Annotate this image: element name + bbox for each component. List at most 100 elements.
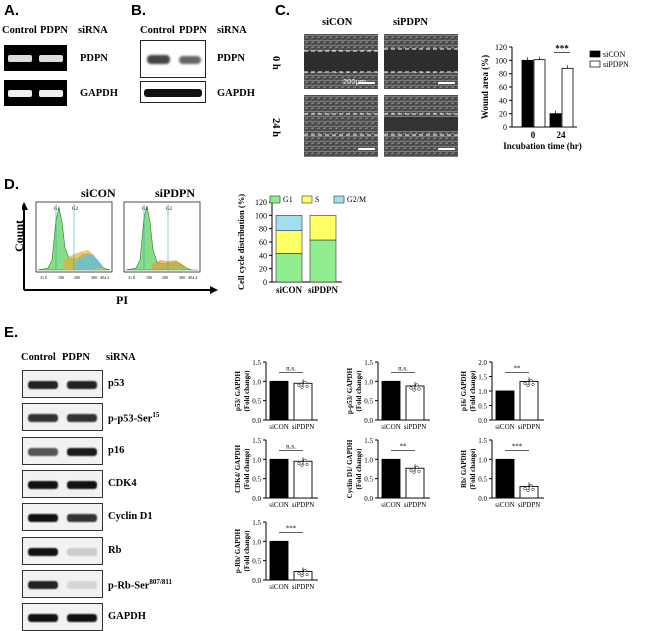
e-data-point bbox=[526, 488, 530, 492]
e-ylabel: p-Rb/ GAPDH bbox=[234, 528, 242, 573]
cc-y-tick-label: 0 bbox=[263, 278, 267, 287]
blot-label: p-p53-Ser15 bbox=[108, 411, 160, 425]
e-sig-label: ** bbox=[514, 364, 522, 372]
blot-band bbox=[67, 414, 97, 423]
e-data-point bbox=[300, 573, 304, 578]
panel-b-blot-gapdh bbox=[140, 81, 206, 103]
cc-legend-label-G2/M: G2/M bbox=[347, 195, 366, 204]
e-sig-label: n.s. bbox=[398, 364, 408, 372]
wound-ylabel: Wound area (%) bbox=[480, 55, 490, 119]
cc-bar-S-siPDPN bbox=[309, 215, 337, 241]
e-ylabel-2: (Fold change) bbox=[469, 370, 477, 412]
histogram-title-sicon: siCON bbox=[81, 186, 116, 200]
cc-x-tick-label: siCON bbox=[276, 285, 303, 295]
e-data-point bbox=[529, 483, 533, 487]
cc-y-tick-label: 40 bbox=[259, 251, 267, 260]
fold-change-chart-4: 0.0 0.5 1.0 1.5 siCON siPDPN ** Cyclin D1/ GAPD… bbox=[346, 437, 430, 509]
e-data-point bbox=[415, 383, 419, 387]
cc-y-tick-label: 120 bbox=[255, 198, 267, 207]
panel-e-sirna: siRNA bbox=[106, 352, 136, 363]
svg-text:100: 100 bbox=[58, 275, 64, 280]
cc-y-tick-label: 20 bbox=[259, 265, 267, 274]
wound-legend-label-siCON: siCON bbox=[603, 50, 625, 59]
e-y-tick-label: 1.0 bbox=[364, 378, 373, 386]
e-x-tick-label: siPDPN bbox=[292, 501, 315, 509]
scale-bar-label: 200μm bbox=[343, 77, 367, 86]
e-y-tick-label: 0.0 bbox=[252, 417, 261, 425]
e-data-point bbox=[412, 470, 416, 474]
e-y-tick-label: 0.0 bbox=[478, 417, 487, 425]
e-y-tick-label: 0.5 bbox=[252, 558, 261, 566]
wound-image-sipdpn-0h bbox=[384, 34, 458, 89]
e-data-point bbox=[303, 458, 307, 462]
e-ylabel-2: (Fold change) bbox=[243, 530, 251, 572]
e-bar-siPDPN bbox=[519, 380, 539, 421]
cc-y-tick-label: 60 bbox=[259, 238, 267, 247]
panel-a-sirna: siRNA bbox=[78, 25, 108, 36]
western-blot-cdk4 bbox=[22, 469, 103, 498]
e-data-point bbox=[300, 463, 304, 467]
panel-c-label: C. bbox=[275, 2, 290, 19]
e-x-tick-label: siCON bbox=[269, 501, 288, 509]
e-y-tick-label: 1.5 bbox=[364, 359, 373, 367]
e-ylabel-2: (Fold change) bbox=[355, 370, 363, 412]
blot-band bbox=[67, 480, 97, 489]
panel-e-lane-control: Control bbox=[21, 352, 56, 363]
e-y-tick-label: 0.5 bbox=[364, 476, 373, 484]
e-y-tick-label: 1.0 bbox=[252, 538, 261, 546]
peak-label-g2-sipdpn: G2 bbox=[166, 207, 173, 212]
e-y-tick-label: 1.5 bbox=[252, 359, 261, 367]
e-data-point bbox=[297, 383, 301, 387]
e-bar-siCON bbox=[495, 390, 515, 421]
cc-bar-S-siCON bbox=[275, 230, 303, 254]
e-y-tick-label: 1.5 bbox=[478, 437, 487, 445]
e-data-point bbox=[409, 468, 413, 472]
e-x-tick-label: siCON bbox=[269, 583, 288, 591]
panel-e-label: E. bbox=[4, 324, 19, 341]
e-data-point bbox=[531, 487, 535, 491]
histogram-sicon: G1 G2 31.0 100 200 300 404.3 bbox=[35, 201, 113, 280]
e-data-point bbox=[305, 572, 309, 577]
panel-b-lane-control: Control bbox=[140, 25, 175, 36]
e-y-tick-label: 0.0 bbox=[252, 577, 261, 585]
e-sig-label: *** bbox=[512, 442, 523, 450]
histogram-sipdpn: G1 G2 31.8 100 200 300 404.4 bbox=[123, 201, 201, 280]
blot-band bbox=[28, 447, 58, 456]
panel-a-row-gapdh: GAPDH bbox=[80, 88, 118, 99]
e-y-tick-label: 0.0 bbox=[364, 417, 373, 425]
wound-y-tick-label: 0 bbox=[503, 123, 507, 132]
e-y-tick-label: 0.0 bbox=[478, 495, 487, 503]
cc-legend-swatch-G2/M bbox=[333, 195, 345, 204]
e-sig-label: n.s. bbox=[286, 364, 296, 372]
e-x-tick-label: siCON bbox=[269, 423, 288, 431]
western-blot-rb bbox=[22, 536, 103, 565]
e-ylabel-2: (Fold change) bbox=[243, 448, 251, 490]
blot-label: p-Rb-Ser807/811 bbox=[108, 577, 172, 592]
cell-cycle-histograms: G1 G2 31.0 100 200 300 404.3 G1 G2 31.8 … bbox=[22, 201, 218, 294]
e-x-tick-label: siPDPN bbox=[404, 501, 427, 509]
blot-band bbox=[28, 614, 58, 623]
e-y-tick-label: 0.0 bbox=[252, 495, 261, 503]
peak-label-g2: G2 bbox=[72, 207, 79, 212]
e-x-tick-label: siCON bbox=[381, 501, 400, 509]
panel-a-gel-gapdh bbox=[4, 80, 67, 106]
wound-y-tick-label: 20 bbox=[499, 110, 507, 119]
e-x-tick-label: siPDPN bbox=[518, 501, 541, 509]
e-data-point bbox=[409, 386, 413, 390]
fold-change-chart-0: 0.0 0.5 1.0 1.5 siCON siPDPN n.s. p53/ GAPDH (Fo… bbox=[234, 359, 318, 431]
e-data-point bbox=[529, 378, 533, 382]
svg-text:200: 200 bbox=[74, 275, 80, 280]
svg-text:404.4: 404.4 bbox=[188, 275, 197, 280]
e-y-tick-label: 1.0 bbox=[478, 456, 487, 464]
wound-bar-siCON-0 bbox=[521, 59, 534, 128]
peak-label-g1: G1 bbox=[54, 207, 61, 212]
e-data-point bbox=[303, 380, 307, 384]
e-ylabel-2: (Fold change) bbox=[355, 448, 363, 490]
e-y-tick-label: 1.0 bbox=[252, 456, 261, 464]
e-y-tick-label: 0.5 bbox=[478, 403, 487, 411]
wound-legend-swatch-siCON bbox=[589, 50, 601, 58]
histogram-title-sipdpn: siPDPN bbox=[155, 186, 195, 200]
cc-x-tick-label: siPDPN bbox=[308, 285, 338, 295]
cc-bar-G2/M-siCON bbox=[275, 215, 303, 231]
wound-image-sicon-0h bbox=[304, 34, 378, 89]
